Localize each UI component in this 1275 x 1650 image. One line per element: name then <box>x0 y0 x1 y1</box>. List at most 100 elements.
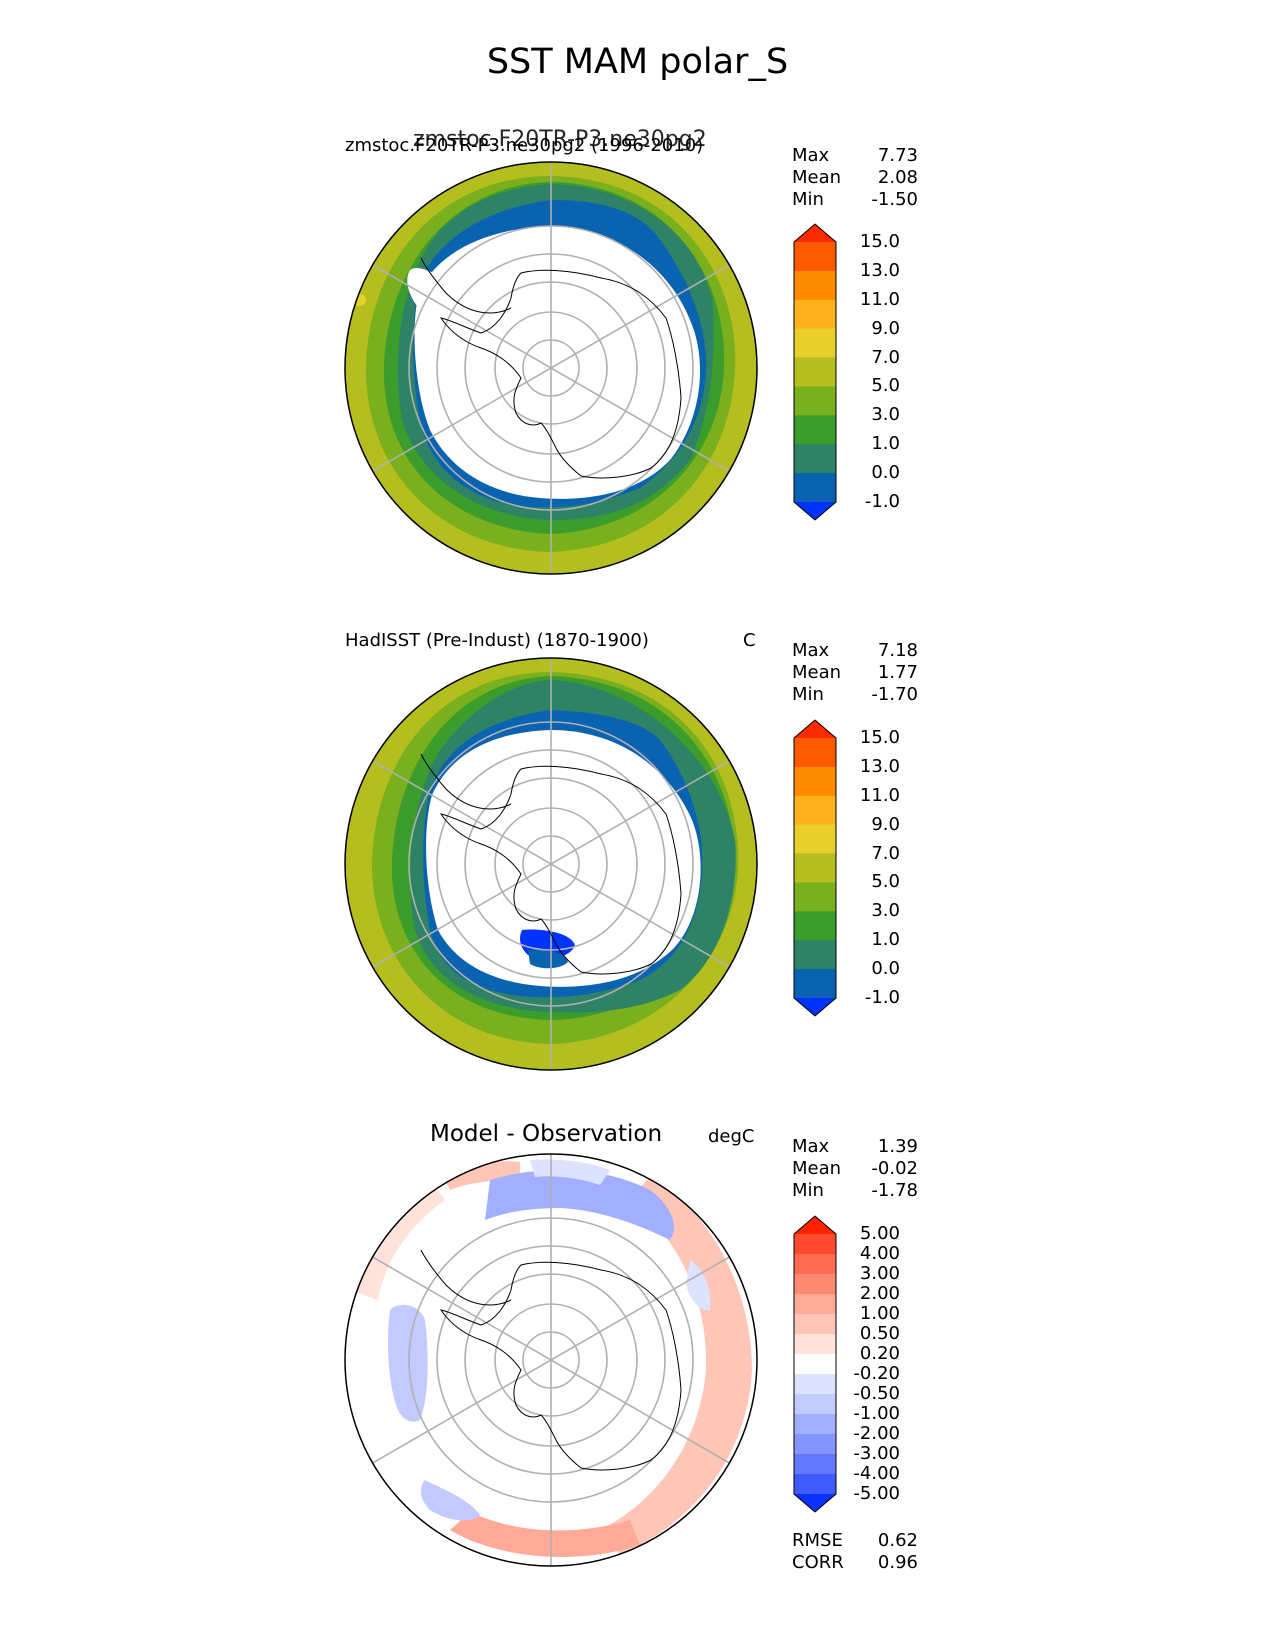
panel-3-colorbar-bin-10 <box>794 1414 836 1435</box>
panel-3-map-boundary <box>344 1153 758 1567</box>
panel-1-colorbar-tick-label: 1.0 <box>871 433 900 455</box>
panel-3-units: degC <box>708 1126 755 1147</box>
panel-3-colorbar-bin-2 <box>794 1254 836 1275</box>
panel-3-min-label: Min <box>792 1180 824 1201</box>
panel-3-title: Model - Observation <box>430 1121 663 1147</box>
panel-1-colorbar-bin-2 <box>794 270 836 301</box>
panel-1-min-value: -1.50 <box>871 189 918 210</box>
panel-3-colorbar-tick-label: 5.00 <box>859 1223 900 1244</box>
panel-3-corr-value: 0.96 <box>877 1552 918 1573</box>
panel-3-cold-southwest <box>420 1480 480 1521</box>
panel-3-colorbar-tick-label: -0.50 <box>853 1383 900 1404</box>
panel-1-colorbar-ext-top <box>794 224 836 242</box>
panel-2-mean-value: 1.77 <box>877 662 918 683</box>
panel-1-colorbar-tick-label: 5.0 <box>871 375 900 397</box>
panel-1-title-overlay: zmstoc.F20TR-P3.ne30pg2 <box>413 127 707 152</box>
panel-1-mean-label: Mean <box>792 167 842 188</box>
panel-3-colorbar-bin-13 <box>794 1474 836 1495</box>
panel-2-colorbar-bin-1 <box>794 738 836 768</box>
panel-1-colorbar-outline <box>793 223 837 521</box>
panel-2-colorbar-bin-2 <box>794 766 836 797</box>
panel-3-colorbar-bin-9 <box>794 1394 836 1415</box>
panel-2-colorbar-tick-label: 0.0 <box>871 958 900 980</box>
panel-3-colorbar-tick-label: 2.00 <box>859 1283 900 1304</box>
panel-2-colorbar-tick-label: 1.0 <box>871 929 900 951</box>
panel-3-colorbar-outline <box>793 1215 837 1513</box>
panel-3-colorbar <box>793 1215 837 1513</box>
panel-3-antarctica-outline <box>439 1261 682 1471</box>
panel-2-colorbar-bin-7 <box>794 911 836 941</box>
panel-1-graticule <box>372 162 730 574</box>
panel-1-colorbar-tick-label: 3.0 <box>871 404 900 426</box>
panel-1-colorbar-bin-7 <box>794 415 836 445</box>
panel-2-antarctica-outline <box>439 765 682 975</box>
panel-1-meridian-120 <box>372 264 730 472</box>
panel-1-colorbar-bin-6 <box>794 386 836 416</box>
panel-1-colorbar-tick-label: 15.0 <box>859 231 900 252</box>
panel-1-colorbar-tick-label: -1.0 <box>864 491 900 512</box>
panel-3-colorbar-bin-11 <box>794 1434 836 1455</box>
panel-2-colorbar-tick-label: 7.0 <box>871 842 900 864</box>
panel-2-peninsula-outline <box>420 753 512 810</box>
panel-3-colorbar-ext-top <box>794 1216 836 1234</box>
panel-1-coastline <box>420 257 682 479</box>
panel-2-colorbar-bin-4 <box>794 824 836 855</box>
panel-1-colorbar-bin-4 <box>794 328 836 359</box>
panel-3-colorbar-tick-label: -0.20 <box>853 1363 900 1384</box>
panel-3-colorbar-tick-label: 1.00 <box>859 1303 900 1324</box>
panel-2-colorbar-bin-3 <box>794 795 836 826</box>
panel-1-colorbar-bin-5 <box>794 357 836 387</box>
panel-2-colorbar-tick-label: 3.0 <box>871 900 900 922</box>
panel-3-cold-north-light <box>530 1159 610 1185</box>
panel-1-max-label: Max <box>792 145 830 166</box>
panel-3-min-value: -1.78 <box>871 1180 918 1201</box>
panel-3-colorbar-tick-label: -4.00 <box>853 1463 900 1484</box>
panel-2-max-label: Max <box>792 640 830 661</box>
panel-2-seaice <box>426 730 701 987</box>
panel-1-colorbar-tick-label: 9.0 <box>871 317 900 339</box>
panel-2-min-label: Min <box>792 684 824 705</box>
panel-3-colorbar-tick-label: -2.00 <box>853 1423 900 1444</box>
panel-3-rmse-value: 0.62 <box>877 1530 918 1551</box>
panel-2-colorbar <box>793 719 837 1017</box>
panel-3-colorbar-tick-label: 3.00 <box>859 1263 900 1284</box>
panel-3-colorbar-bin-6 <box>794 1334 836 1355</box>
panel-2-colorbar-ext-top <box>794 720 836 738</box>
panel-2-mean-label: Mean <box>792 662 842 683</box>
panel-3-cold-north <box>485 1169 674 1240</box>
panel-3-coastline <box>420 1249 682 1471</box>
panel-2-colorbar-tick-label: -1.0 <box>864 987 900 1008</box>
panel-1-title: zmstoc.F20TR-P3.ne30pg2 (1996-2010) <box>345 135 704 156</box>
panel-2-colorbar-tick-label: 15.0 <box>859 727 900 748</box>
panel-3-cold-west <box>388 1304 428 1422</box>
panel-2-min-value: -1.70 <box>871 684 918 705</box>
panel-3-graticule <box>372 1154 730 1566</box>
map-overlays <box>344 161 758 1567</box>
panel-3-colorbar-bin-12 <box>794 1454 836 1475</box>
panel-2-weddell-blue <box>528 949 568 969</box>
panel-3-max-value: 1.39 <box>877 1136 918 1157</box>
panel-3-colorbar-tick-label: -3.00 <box>853 1443 900 1464</box>
panel-2-colorbar-tick-label: 11.0 <box>859 784 900 806</box>
panel-2-colorbar-tick-label: 9.0 <box>871 813 900 835</box>
panel-3-colorbar-ext-bottom <box>794 1494 836 1512</box>
panel-3-colorbar-tick-label: 0.20 <box>859 1343 900 1364</box>
panel-3-max-label: Max <box>792 1136 830 1157</box>
panel-3-rmse-label: RMSE <box>792 1530 843 1551</box>
panel-3-colorbar-bin-1 <box>794 1234 836 1255</box>
panel-3-cold-east <box>686 1260 711 1311</box>
panel-1-max-value: 7.73 <box>877 145 918 166</box>
panel-2-colorbar-outline <box>793 719 837 1017</box>
panel-2-colorbar-tick-label: 5.0 <box>871 871 900 893</box>
panel-1-seaice <box>414 226 701 499</box>
panel-1-colorbar-bin-9 <box>794 473 836 503</box>
panel-2-colorbar-bin-8 <box>794 940 836 970</box>
panel-3-warm-ring-south <box>450 1512 640 1557</box>
panel-1-colorbar-bin-8 <box>794 444 836 474</box>
panel-2-colorbar-tick-label: 13.0 <box>859 755 900 777</box>
panel-1-map-boundary <box>344 161 758 575</box>
panel-2-map-boundary <box>344 657 758 1071</box>
panel-1-colorbar-bin-1 <box>794 242 836 272</box>
panel-1-colorbar-bin-3 <box>794 299 836 330</box>
panel-2-colorbar-bin-9 <box>794 969 836 999</box>
